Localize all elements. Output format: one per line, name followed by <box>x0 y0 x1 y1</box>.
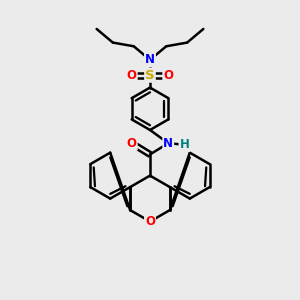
Text: H: H <box>179 138 189 151</box>
Text: O: O <box>145 215 155 228</box>
Text: N: N <box>145 53 155 66</box>
Text: O: O <box>163 69 173 82</box>
Text: O: O <box>127 137 137 150</box>
Text: S: S <box>145 69 155 82</box>
Text: O: O <box>127 69 137 82</box>
Text: N: N <box>163 137 173 150</box>
